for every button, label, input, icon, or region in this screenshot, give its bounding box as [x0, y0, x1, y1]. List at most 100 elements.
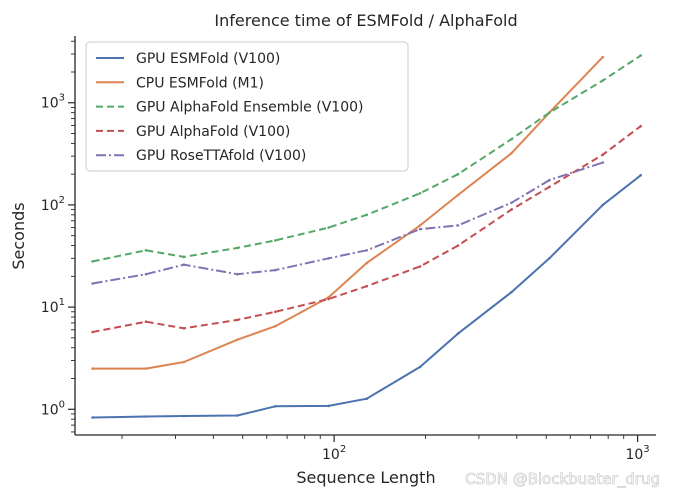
- series-3-point-6: [327, 226, 331, 229]
- series-3-point-1: [91, 260, 94, 263]
- series-4-point-5: [274, 310, 277, 314]
- y-tick-label-4: 103: [41, 93, 65, 112]
- series-2: [91, 55, 605, 370]
- series-4-point-4: [236, 318, 239, 322]
- series-2-point-4: [236, 338, 239, 342]
- series-5-point-5: [274, 268, 277, 272]
- legend-item-2: CPU ESMFold (M1): [96, 75, 264, 91]
- major-ticks: [68, 102, 639, 442]
- series-1-point-7: [365, 397, 369, 401]
- x-tick-base-2: 10: [625, 447, 643, 463]
- series-3-point-11: [548, 111, 551, 114]
- series-4-point-8: [418, 265, 422, 268]
- series-3-point-7: [365, 213, 369, 217]
- y-tick-label-1: 100: [41, 399, 65, 418]
- series-3-point-8: [418, 192, 422, 195]
- minor-ticks: [71, 40, 625, 439]
- series-5-point-12: [601, 161, 605, 164]
- series-1-point-10: [510, 290, 513, 294]
- x-tick-exp-1: 2: [340, 444, 346, 455]
- y-tick-base-4: 10: [41, 96, 59, 112]
- y-tick-exp-1: 0: [59, 399, 65, 410]
- legend-item-4: GPU AlphaFold (V100): [96, 124, 290, 140]
- y-tick-base-1: 10: [41, 402, 59, 418]
- series-4-point-9: [456, 244, 460, 247]
- series-2-point-2: [144, 367, 148, 370]
- y-tick-base-2: 10: [41, 300, 59, 316]
- series-5-point-11: [548, 178, 551, 182]
- series-2-point-10: [510, 152, 513, 155]
- series-4-point-7: [365, 284, 369, 288]
- series-5-point-1: [91, 282, 94, 285]
- series-3-point-10: [510, 137, 513, 141]
- legend-label-4: GPU AlphaFold (V100): [136, 124, 290, 140]
- x-tick-exp-2: 3: [643, 444, 649, 455]
- series-5-line: [92, 161, 604, 285]
- series-1-point-12: [601, 203, 605, 207]
- series-4-point-10: [510, 208, 513, 211]
- legend-frame: [85, 41, 409, 172]
- series-3-point-2: [144, 249, 148, 252]
- series-3-point-13: [639, 54, 642, 57]
- x-tick-label-1: 102: [322, 444, 346, 463]
- series-3-point-5: [274, 239, 277, 242]
- x-tick-labels: 102 103: [322, 444, 650, 463]
- series-5-point-7: [365, 249, 369, 252]
- legend-label-5: GPU RoseTTAfold (V100): [136, 148, 306, 164]
- series-2-point-12: [601, 55, 605, 59]
- series-4-point-13: [639, 124, 642, 128]
- series-1-point-1: [91, 416, 94, 419]
- series-1-point-11: [548, 257, 551, 260]
- legend-label-2: CPU ESMFold (M1): [136, 75, 264, 91]
- series-1-point-3: [182, 414, 186, 418]
- series-1-point-4: [236, 414, 239, 417]
- series-3-point-3: [182, 255, 186, 259]
- series-1-point-5: [274, 405, 277, 408]
- legend-item-1: GPU ESMFold (V100): [96, 51, 280, 67]
- legend: GPU ESMFold (V100) CPU ESMFold (M1) GPU Al…: [85, 41, 409, 172]
- series-5-point-3: [182, 263, 186, 267]
- legend-label-1: GPU ESMFold (V100): [136, 51, 280, 67]
- series-5-point-9: [456, 224, 460, 227]
- series-2-point-3: [182, 360, 186, 364]
- x-tick-base-1: 10: [322, 447, 340, 463]
- series-5: [91, 161, 605, 285]
- series-1-point-8: [418, 365, 422, 369]
- legend-label-3: GPU AlphaFold Ensemble (V100): [136, 100, 363, 116]
- series-4-point-12: [601, 153, 605, 156]
- series-4-point-2: [144, 320, 148, 324]
- series-2-line: [92, 56, 604, 370]
- series-4: [91, 124, 642, 334]
- series-3-point-9: [456, 172, 460, 176]
- series-2-point-6: [327, 295, 331, 299]
- legend-entries: GPU ESMFold (V100) CPU ESMFold (M1) GPU Al…: [96, 51, 363, 164]
- y-tick-exp-2: 1: [59, 297, 65, 308]
- y-tick-exp-4: 3: [59, 93, 65, 104]
- series-1-point-2: [144, 415, 148, 418]
- series-1-point-9: [456, 332, 460, 335]
- y-axis-title: Seconds: [9, 202, 28, 269]
- series-5-point-4: [236, 272, 239, 276]
- series-2-point-9: [456, 193, 460, 197]
- series-2-point-8: [418, 224, 422, 227]
- series-1: [91, 174, 642, 419]
- x-tick-label-2: 103: [625, 444, 649, 463]
- series-5-point-6: [327, 257, 331, 260]
- chart-title: Inference time of ESMFold / AlphaFold: [214, 11, 517, 30]
- series-2-point-5: [274, 324, 277, 328]
- series-2-point-7: [365, 261, 369, 265]
- series-5-point-2: [144, 272, 148, 276]
- x-axis-title: Sequence Length: [296, 468, 435, 487]
- legend-item-5: GPU RoseTTAfold (V100): [96, 148, 306, 164]
- series-4-point-11: [548, 185, 551, 189]
- series-5-point-10: [510, 201, 513, 205]
- series-2-point-1: [91, 367, 94, 370]
- series-3-point-12: [601, 79, 605, 82]
- series-3-point-4: [236, 246, 239, 250]
- series-1-point-13: [639, 174, 642, 177]
- y-tick-label-3: 102: [41, 195, 65, 214]
- series-1-point-6: [327, 404, 331, 408]
- watermark-text: CSDN @Blockbuater_drug: [465, 470, 660, 489]
- y-tick-label-2: 101: [41, 297, 65, 316]
